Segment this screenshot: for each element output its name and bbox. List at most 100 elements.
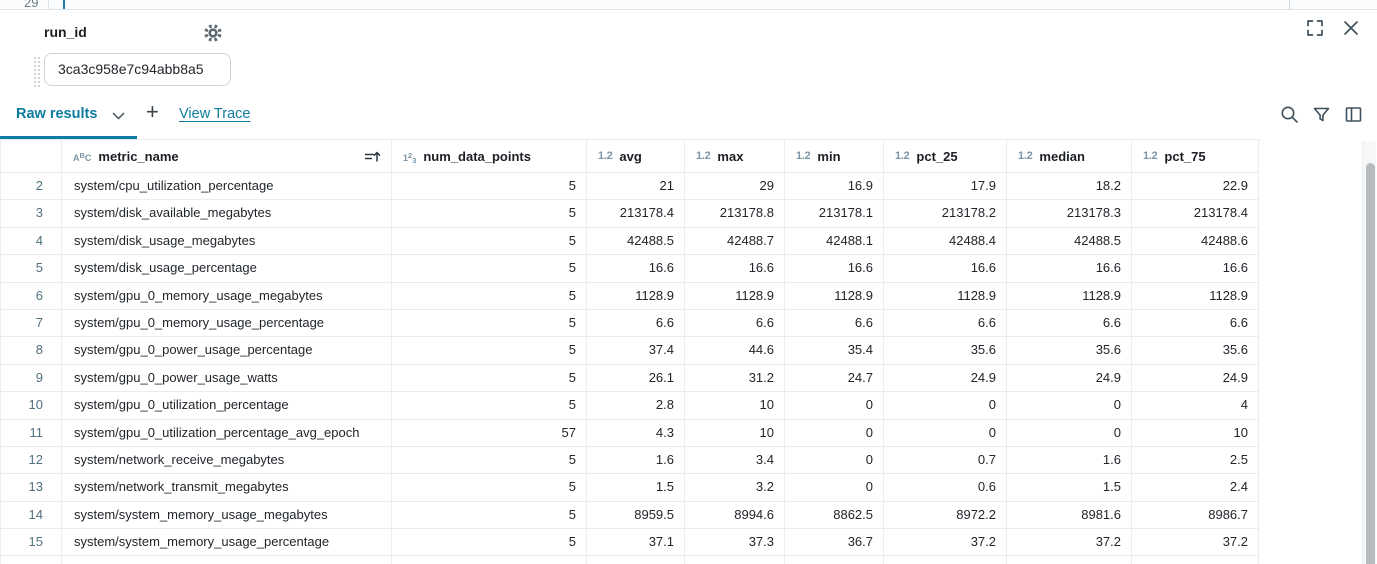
value-cell[interactable]: 1128.9 [785,282,884,310]
value-cell[interactable]: 213178.1 [785,200,884,228]
row-number[interactable]: 8 [0,337,62,365]
metric-name-cell[interactable]: system/gpu_0_utilization_percentage [62,392,392,420]
scrollbar-thumb[interactable] [1366,163,1375,564]
value-cell[interactable]: 10 [685,419,785,447]
value-cell[interactable]: 42488.4 [884,227,1007,256]
metric-name-cell[interactable]: system/gpu_0_utilization_percentage_avg_… [62,419,392,447]
value-cell[interactable]: 3.2 [685,474,785,502]
value-cell[interactable]: 22.9 [1132,173,1259,201]
row-number[interactable]: 3 [0,200,62,228]
value-cell[interactable] [587,556,685,564]
value-cell[interactable] [392,556,587,564]
sort-ascending-icon[interactable] [364,149,381,164]
value-cell[interactable]: 6.6 [785,309,884,338]
value-cell[interactable]: 6.6 [587,309,685,338]
column-header-min[interactable]: 1.2 min [785,140,884,173]
value-cell[interactable]: 5 [392,255,587,283]
metric-name-cell[interactable]: system/gpu_0_power_usage_watts [62,364,392,393]
table-row[interactable]: 11 system/gpu_0_utilization_percentage_av… [0,419,1260,447]
table-row[interactable]: 12 system/network_receive_megabytes 5 1.6 3.… [0,446,1260,475]
value-cell[interactable]: 6.6 [1007,309,1132,338]
value-cell[interactable]: 16.6 [1132,255,1259,283]
value-cell[interactable]: 42488.7 [685,227,785,256]
value-cell[interactable] [1132,556,1259,564]
column-header-max[interactable]: 1.2 max [685,140,785,173]
column-header-num_data_points[interactable]: 123 num_data_points [392,140,587,173]
value-cell[interactable]: 6.6 [685,309,785,338]
value-cell[interactable]: 5 [392,364,587,393]
row-number[interactable] [0,556,62,564]
metric-name-cell[interactable]: system/gpu_0_power_usage_percentage [62,337,392,365]
value-cell[interactable]: 2.4 [1132,474,1259,502]
metric-name-cell[interactable]: system/cpu_utilization_percentage [62,173,392,201]
drag-handle[interactable] [32,55,41,88]
table-row[interactable]: 6 system/gpu_0_memory_usage_megabytes 5 112… [0,282,1260,310]
value-cell[interactable]: 0 [884,419,1007,447]
row-number[interactable]: 2 [0,173,62,201]
table-row[interactable]: 10 system/gpu_0_utilization_percentage 5 2.… [0,392,1260,420]
fullscreen-icon[interactable] [1305,18,1325,38]
value-cell[interactable]: 213178.2 [884,200,1007,228]
value-cell[interactable]: 5 [392,392,587,420]
value-cell[interactable]: 5 [392,474,587,502]
metric-name-cell[interactable]: system/disk_available_megabytes [62,200,392,228]
value-cell[interactable]: 1.6 [587,446,685,475]
value-cell[interactable]: 0 [785,446,884,475]
row-number[interactable]: 7 [0,309,62,338]
value-cell[interactable]: 21 [587,173,685,201]
value-cell[interactable]: 0 [785,474,884,502]
value-cell[interactable] [685,556,785,564]
value-cell[interactable]: 57 [392,419,587,447]
value-cell[interactable]: 8959.5 [587,501,685,530]
value-cell[interactable]: 0 [785,392,884,420]
column-header-pct_75[interactable]: 1.2 pct_75 [1132,140,1259,173]
value-cell[interactable]: 18.2 [1007,173,1132,201]
value-cell[interactable]: 213178.4 [1132,200,1259,228]
value-cell[interactable]: 8981.6 [1007,501,1132,530]
value-cell[interactable]: 5 [392,501,587,530]
value-cell[interactable]: 6.6 [884,309,1007,338]
value-cell[interactable]: 5 [392,282,587,310]
value-cell[interactable]: 8986.7 [1132,501,1259,530]
add-tab-button[interactable]: + [146,99,159,124]
value-cell[interactable]: 1128.9 [1132,282,1259,310]
gear-icon[interactable] [203,23,223,43]
value-cell[interactable]: 0 [1007,419,1132,447]
value-cell[interactable]: 6.6 [1132,309,1259,338]
value-cell[interactable]: 37.2 [1007,529,1132,557]
value-cell[interactable]: 2.8 [587,392,685,420]
table-row[interactable]: 2 system/cpu_utilization_percentage 5 21 29 1… [0,173,1260,201]
value-cell[interactable]: 44.6 [685,337,785,365]
value-cell[interactable]: 35.6 [884,337,1007,365]
value-cell[interactable]: 213178.8 [685,200,785,228]
tab-raw-results[interactable]: Raw results [16,106,98,122]
value-cell[interactable]: 1.6 [1007,446,1132,475]
value-cell[interactable]: 16.6 [1007,255,1132,283]
value-cell[interactable]: 29 [685,173,785,201]
value-cell[interactable]: 42488.5 [1007,227,1132,256]
value-cell[interactable] [785,556,884,564]
row-number[interactable]: 6 [0,282,62,310]
value-cell[interactable] [884,556,1007,564]
metric-name-cell[interactable]: system/network_transmit_megabytes [62,474,392,502]
value-cell[interactable]: 31.2 [685,364,785,393]
run-id-input[interactable]: 3ca3c958e7c94abb8a5 [44,53,231,86]
column-header-metric_name[interactable]: ABC metric_name [62,140,392,173]
value-cell[interactable]: 0 [1007,392,1132,420]
value-cell[interactable]: 24.9 [884,364,1007,393]
value-cell[interactable]: 5 [392,200,587,228]
value-cell[interactable]: 1128.9 [884,282,1007,310]
table-row[interactable]: 8 system/gpu_0_power_usage_percentage 5 37.… [0,337,1260,365]
value-cell[interactable]: 35.6 [1007,337,1132,365]
value-cell[interactable]: 5 [392,309,587,338]
value-cell[interactable]: 16.6 [587,255,685,283]
table-row[interactable] [0,556,1260,564]
column-header-avg[interactable]: 1.2 avg [587,140,685,173]
value-cell[interactable]: 1.5 [587,474,685,502]
value-cell[interactable]: 26.1 [587,364,685,393]
value-cell[interactable]: 42488.5 [587,227,685,256]
table-row[interactable]: 5 system/disk_usage_percentage 5 16.6 16.6 16… [0,255,1260,283]
value-cell[interactable]: 0 [884,392,1007,420]
row-number[interactable]: 9 [0,364,62,393]
row-number[interactable]: 4 [0,227,62,256]
